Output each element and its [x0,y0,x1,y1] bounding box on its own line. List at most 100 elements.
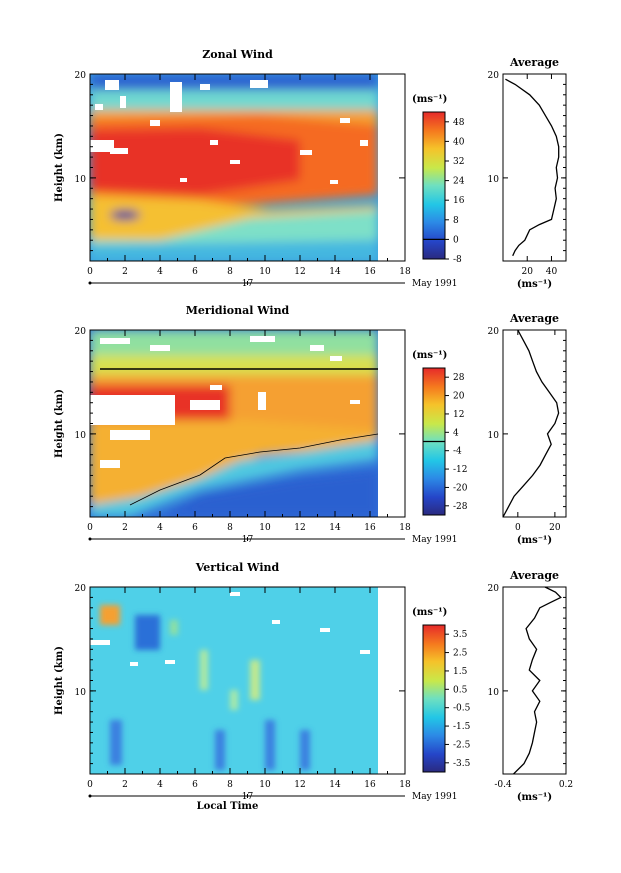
colorbar [422,111,446,260]
average-profile-line [502,329,560,518]
x-tick-label: 4 [157,267,163,277]
colorbar-tick-label: -4 [453,447,462,457]
x-tick-label: 2 [122,523,128,533]
colorbar-tick-label: -28 [453,502,468,512]
x-tick-label: 8 [227,523,233,533]
colorbar-tick-label: 8 [453,216,459,226]
x-axis-label: Local Time [197,801,259,812]
date-label: May 1991 [412,279,457,289]
colorbar-tick-label: 0.5 [453,685,468,695]
colorbar-tick-label: 4 [453,428,459,438]
colorbar-tick-label: 0 [453,235,459,245]
x-tick-label: 2 [122,267,128,277]
x-tick-label: 10 [259,523,271,533]
y-tick-label: 20 [75,71,87,81]
x-tick-label: 6 [192,780,198,790]
x-tick-label: 14 [329,523,341,533]
average-x-tick-label: -0.4 [494,780,512,790]
x-tick-label: 8 [227,780,233,790]
panel-1: Meridional Wind 0 2 4 6 8 10 12 14 16 18 10 20 Height… [54,304,567,546]
x-tick-label: 14 [329,267,341,277]
average-title: Average [509,312,559,325]
y-tick-label: 20 [75,584,87,594]
x-tick-label: 10 [259,780,271,790]
x-tick-label: 12 [294,523,305,533]
average-y-tick-label: 20 [488,584,500,594]
average-x-tick-label: 0 [515,523,521,533]
vertical-wind-image [90,587,378,774]
x-tick-label: 16 [364,523,376,533]
date-label: May 1991 [412,535,457,545]
date-label: May 1991 [412,792,457,802]
panel-title: Zonal Wind [202,48,273,61]
x-tick-label: 18 [399,523,411,533]
colorbar-tick-label: -1.5 [453,722,471,732]
colorbar-tick-label: -3.5 [453,759,471,769]
average-x-tick-label: 20 [549,523,561,533]
colorbar-unit: (ms⁻¹) [412,607,447,618]
x-tick-label: 4 [157,780,163,790]
average-x-label: (ms⁻¹) [517,279,552,290]
average-x-tick-label: 40 [546,267,558,277]
colorbar-unit: (ms⁻¹) [412,94,447,105]
colorbar-tick-label: -8 [453,255,462,265]
x-tick-label: 12 [294,780,305,790]
colorbar-tick-label: 1.5 [453,667,468,677]
colorbar-tick-label: 32 [453,157,464,167]
x-tick-label: 0 [87,523,93,533]
average-x-label: (ms⁻¹) [517,792,552,803]
average-y-tick-label: 20 [488,71,500,81]
date-marker: 17 [242,535,254,545]
average-frame [502,586,567,775]
colorbar-tick-label: 28 [453,373,465,383]
y-tick-label: 10 [75,175,87,185]
x-tick-label: 16 [364,780,376,790]
average-frame [502,329,567,518]
x-tick-label: 18 [399,780,411,790]
panel-2: Vertical Wind 0 2 4 6 8 10 12 14 16 18 10 20 Height (… [54,561,573,812]
average-title: Average [509,569,559,582]
colorbar-tick-label: 12 [453,410,464,420]
x-tick-label: 16 [364,267,376,277]
panel-title: Meridional Wind [186,304,290,317]
x-tick-label: 6 [192,523,198,533]
y-axis-label: Height (km) [54,646,65,715]
average-x-tick-label: 20 [522,267,534,277]
date-marker: 17 [242,792,254,802]
average-y-tick-label: 10 [488,431,500,441]
x-tick-label: 0 [87,267,93,277]
x-tick-label: 6 [192,267,198,277]
colorbar-unit: (ms⁻¹) [412,350,447,361]
average-y-tick-label: 20 [488,327,500,337]
colorbar-tick-label: -20 [453,483,468,493]
colorbar-tick-label: 3.5 [453,630,468,640]
y-axis-label: Height (km) [54,389,65,458]
average-x-tick-label: 0.2 [559,780,573,790]
x-tick-label: 0 [87,780,93,790]
average-title: Average [509,56,559,69]
x-tick-label: 4 [157,523,163,533]
x-tick-label: 10 [259,267,271,277]
average-profile-line [513,586,562,775]
colorbar-tick-label: 24 [453,177,465,187]
colorbar-tick-label: 16 [453,196,465,206]
y-tick-label: 10 [75,688,87,698]
panel-title: Vertical Wind [195,561,280,574]
colorbar-tick-label: 20 [453,392,465,402]
colorbar [422,624,446,773]
date-axis-start [88,537,92,541]
x-tick-label: 8 [227,267,233,277]
date-axis-start [88,794,92,798]
x-tick-label: 14 [329,780,341,790]
date-axis-start [88,281,92,285]
meridional-wind-image [90,330,378,517]
x-tick-label: 2 [122,780,128,790]
zonal-wind-image [90,74,378,261]
x-tick-label: 12 [294,267,305,277]
colorbar-tick-label: -0.5 [453,704,471,714]
colorbar-tick-label: -2.5 [453,740,471,750]
average-y-tick-label: 10 [488,175,500,185]
average-profile-line [505,78,560,257]
